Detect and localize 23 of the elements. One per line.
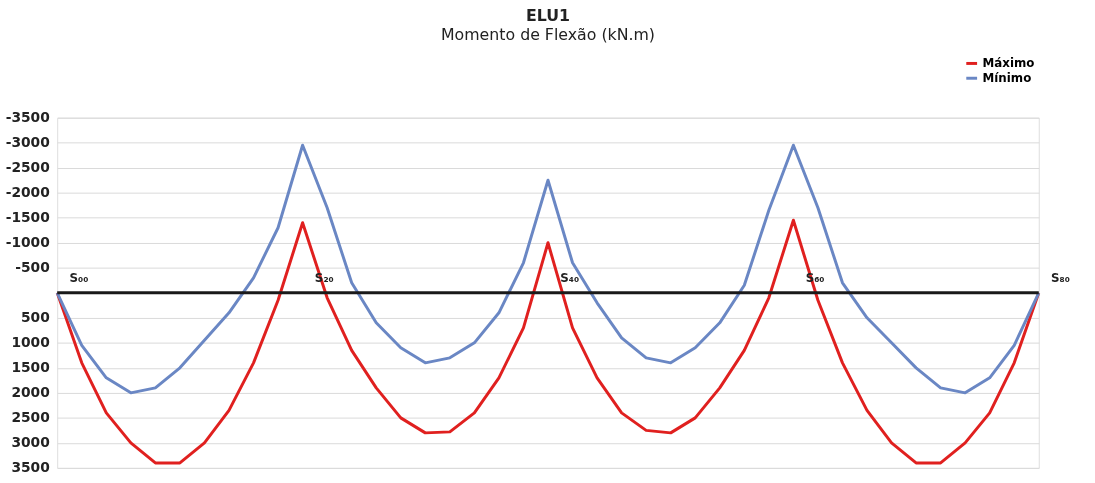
legend-label: Máximo: [982, 56, 1035, 71]
y-tick-label: -2000: [5, 184, 50, 201]
chart-title: ELU1: [525, 6, 571, 26]
annotation: S₀₀: [69, 270, 89, 285]
legend-label: Mínimo: [982, 71, 1032, 86]
text: S₈₀: [1051, 270, 1070, 285]
y-tick-label: -1500: [5, 209, 50, 226]
line-series: [55, 218, 1041, 465]
y-tick-label: -3000: [5, 134, 50, 151]
y-tick-label: -500: [15, 259, 50, 276]
line-series: [55, 143, 1041, 395]
chart-subtitle: Momento de Flexão (kN.m): [441, 24, 655, 44]
annotation: S₄₀: [560, 270, 580, 285]
y-tick-label: 500: [21, 309, 50, 326]
y-tick-label: -2500: [5, 159, 50, 176]
y-tick-label: 1500: [11, 359, 50, 376]
y-tick-label: 3500: [11, 459, 50, 476]
y-tick-label: -3500: [5, 109, 50, 126]
y-tick-label: -1000: [5, 234, 50, 251]
y-tick-label: 2500: [11, 409, 50, 426]
y-tick-label: 1000: [11, 334, 50, 351]
y-tick-label: 2000: [11, 384, 50, 401]
y-tick-label: 3000: [11, 434, 50, 451]
